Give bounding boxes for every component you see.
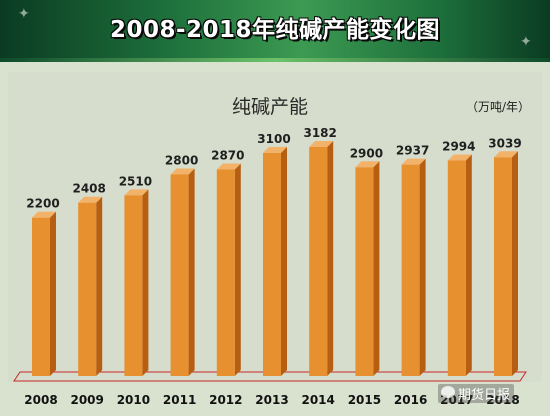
bar-2010	[124, 195, 143, 376]
star-icon: ✦	[520, 34, 532, 50]
page-title: 2008-2018年纯碱产能变化图	[109, 17, 441, 43]
title-banner: ✦ ✦ 2008-2018年纯碱产能变化图	[0, 0, 550, 62]
bar-2011	[170, 174, 189, 376]
unit-label: （万吨/年）	[466, 100, 531, 114]
bar-top-2017	[447, 154, 472, 161]
data-label-2012: 2870	[211, 148, 244, 162]
bar-side-2012	[234, 163, 241, 376]
bar-top-2009	[78, 196, 103, 203]
x-tick-label-2016: 2016	[394, 393, 427, 407]
bar-top-2015	[355, 161, 380, 168]
bar-side-2011	[188, 168, 195, 376]
bar-side-2014	[327, 141, 334, 376]
bar-side-2010	[142, 189, 149, 376]
x-tick-label-2015: 2015	[348, 393, 381, 407]
data-label-2011: 2800	[165, 153, 198, 167]
bar-2014	[309, 147, 328, 376]
bar-2013	[263, 152, 281, 376]
bar-2016	[401, 164, 420, 376]
data-label-2010: 2510	[119, 174, 152, 188]
banner-divider	[0, 58, 550, 62]
bar-side-2017	[465, 154, 472, 376]
bar-2012	[216, 169, 235, 376]
bar-side-2009	[96, 196, 103, 376]
wechat-icon	[441, 386, 455, 398]
watermark: 期货日报	[438, 384, 515, 403]
chart-title: 纯碱产能	[232, 96, 309, 118]
bar-side-2013	[281, 146, 287, 376]
star-icon: ✦	[18, 6, 30, 22]
watermark-label: 期货日报	[458, 388, 511, 403]
bar-top-2011	[170, 168, 195, 175]
x-tick-label-2012: 2012	[209, 393, 242, 407]
bar-top-2018	[494, 151, 518, 158]
data-label-2013: 3100	[257, 132, 290, 146]
bar-2017	[447, 160, 466, 376]
data-label-2018: 3039	[488, 136, 521, 150]
bar-2018	[494, 157, 512, 376]
data-label-2017: 2994	[442, 140, 475, 154]
x-tick-label-2008: 2008	[24, 393, 57, 407]
data-label-2009: 2408	[72, 182, 105, 196]
data-label-2015: 2900	[350, 146, 383, 160]
chart-floor	[13, 371, 527, 382]
bar-2008	[32, 217, 50, 376]
x-tick-label-2011: 2011	[163, 393, 196, 407]
data-label-2014: 3182	[303, 126, 336, 140]
bar-2009	[78, 202, 97, 376]
x-tick-label-2010: 2010	[117, 393, 150, 407]
bar-top-2013	[263, 146, 287, 153]
bar-side-2018	[512, 151, 518, 376]
x-tick-label-2013: 2013	[255, 393, 288, 407]
data-label-2016: 2937	[396, 144, 429, 158]
bar-top-2016	[401, 158, 426, 165]
x-tick-label-2009: 2009	[70, 393, 103, 407]
bar-top-2012	[216, 163, 241, 170]
x-tick-label-2018: 2018	[486, 393, 519, 407]
bar-top-2010	[124, 189, 149, 196]
bar-side-2016	[419, 158, 426, 376]
bar-side-2008	[50, 211, 56, 376]
bar-top-2014	[309, 141, 334, 147]
bar-top-2008	[32, 211, 56, 218]
bar-side-2015	[373, 161, 380, 376]
bar-2015	[355, 167, 374, 376]
data-label-2008: 2200	[26, 197, 59, 211]
x-tick-label-2014: 2014	[301, 393, 334, 407]
